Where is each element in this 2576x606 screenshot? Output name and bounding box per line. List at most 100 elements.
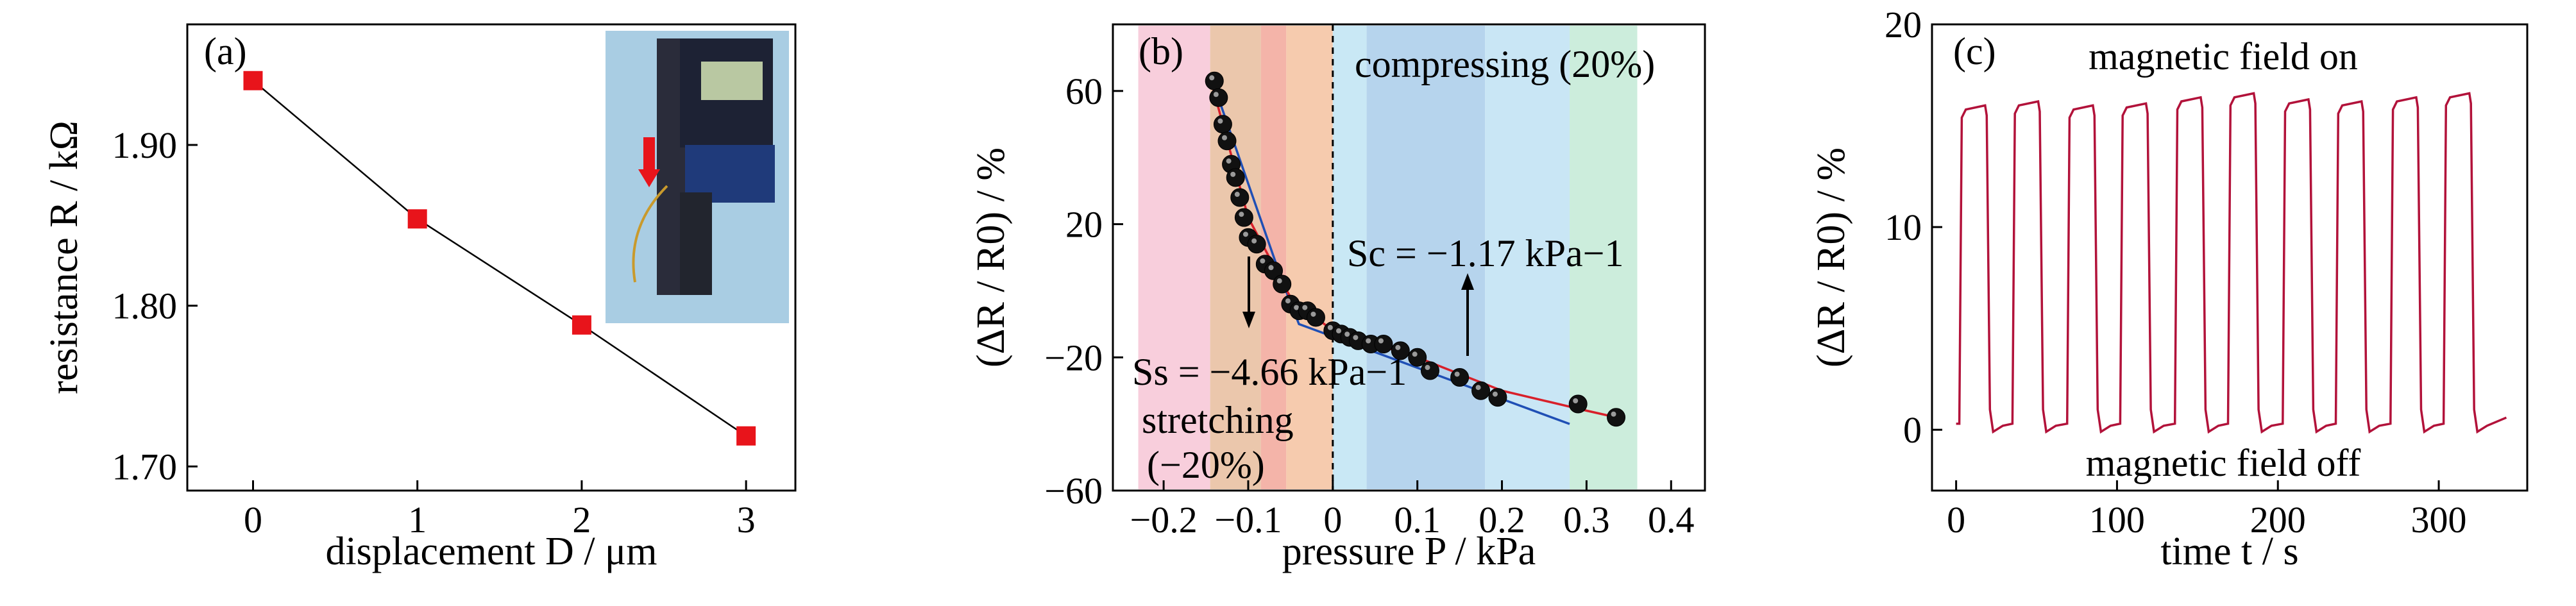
data-point-highlight: [1276, 278, 1282, 284]
panel-c: (c) magnetic field on magnetic field off 0 1…: [1809, 4, 2529, 573]
data-point: [1568, 394, 1588, 414]
inset-photo: [606, 31, 789, 323]
y-tick-label: 20: [1065, 204, 1103, 246]
up-arrow-head: [1461, 273, 1474, 290]
data-point-highlight: [1412, 351, 1418, 357]
data-point-highlight: [1242, 231, 1248, 237]
stretching-label: stretching: [1142, 399, 1294, 441]
x-tick-label: 0: [1323, 499, 1342, 541]
data-point: [1247, 235, 1266, 254]
data-point: [736, 426, 756, 446]
data-point-highlight: [1353, 335, 1359, 341]
y-axis-label: (ΔR / R0) / %: [969, 147, 1013, 367]
series-line: [252, 80, 747, 437]
shaded-band: [1366, 26, 1486, 489]
y-tick-label: 1.80: [112, 285, 178, 327]
data-point: [1226, 168, 1245, 187]
shaded-band: [1286, 26, 1333, 489]
data-point-highlight: [1239, 212, 1244, 217]
shaded-band: [1138, 26, 1210, 489]
data-point-highlight: [1230, 171, 1236, 177]
data-point: [243, 71, 263, 90]
data-point-highlight: [1213, 92, 1219, 97]
x-tick-label: 300: [2411, 499, 2467, 541]
data-point-highlight: [1344, 332, 1350, 337]
shaded-band: [1485, 26, 1570, 489]
ss-label: Ss = −4.66 kPa−1: [1132, 351, 1407, 393]
data-point-highlight: [1454, 371, 1460, 377]
shaded-band: [1332, 26, 1367, 489]
data-point-highlight: [1475, 385, 1481, 391]
data-point: [1217, 131, 1237, 151]
panel-label-c: (c): [1953, 30, 1996, 72]
x-axis-label: time t / s: [2160, 530, 2298, 573]
sample-wire: [632, 185, 668, 283]
field-on-label: magnetic field on: [2089, 35, 2358, 78]
y-tick-label: 20: [1885, 4, 1922, 46]
y-tick-label: −20: [1044, 337, 1103, 378]
x-tick-label: 200: [2250, 499, 2306, 541]
x-axis-label: displacement D / μm: [325, 530, 657, 573]
x-tick-label: −0.2: [1130, 499, 1198, 541]
data-point-highlight: [1285, 298, 1291, 304]
data-point: [1273, 274, 1292, 294]
data-point: [1213, 115, 1232, 134]
data-point-highlight: [1251, 238, 1257, 244]
plot-frame-c: [1931, 23, 2529, 492]
data-point-highlight: [1226, 158, 1232, 164]
y-tick-label: 0: [1903, 409, 1922, 451]
data-point: [572, 315, 591, 335]
field-off-label: magnetic field off: [2086, 442, 2361, 484]
panel-label-b: (b): [1139, 30, 1183, 72]
y-tick-label: 1.90: [112, 124, 178, 166]
data-point-highlight: [1310, 311, 1316, 317]
panel-label-a: (a): [204, 30, 247, 72]
data-point-highlight: [1425, 365, 1430, 371]
micrometer-display: [701, 62, 763, 100]
data-point-highlight: [1260, 258, 1266, 264]
x-tick-label: 0.2: [1479, 499, 1525, 541]
data-point-highlight: [1268, 265, 1274, 271]
x-axis-label: pressure P / kPa: [1282, 530, 1536, 573]
micrometer-anvil: [680, 192, 712, 295]
data-point: [1306, 308, 1325, 327]
data-point-highlight: [1209, 75, 1215, 81]
data-point: [1408, 348, 1427, 367]
data-point: [1420, 361, 1439, 380]
data-point-highlight: [1302, 305, 1308, 310]
data-point-highlight: [1234, 192, 1240, 198]
data-point-highlight: [1366, 338, 1371, 344]
stretching-pct-label: (−20%): [1147, 444, 1265, 486]
data-point: [1607, 408, 1626, 427]
y-tick-label: 60: [1065, 71, 1103, 112]
x-tick-label: 0: [244, 499, 262, 541]
plot-frame-a: [186, 23, 797, 492]
x-tick-label: 0.4: [1648, 499, 1695, 541]
x-tick-label: 2: [572, 499, 591, 541]
data-point: [1488, 388, 1507, 407]
red-arrow-shaft: [643, 137, 655, 171]
data-point: [1450, 367, 1470, 387]
sc-label: Sc = −1.17 kPa−1: [1347, 232, 1624, 274]
x-tick-label: 1: [408, 499, 427, 541]
y-axis-label: resistance R / kΩ: [42, 121, 86, 394]
data-point-highlight: [1573, 398, 1579, 403]
data-point-highlight: [1336, 328, 1342, 333]
x-tick-label: 0: [1947, 499, 1965, 541]
plot-frame-b: [1112, 23, 1706, 492]
x-tick-label: 100: [2089, 499, 2145, 541]
data-point: [1471, 381, 1491, 400]
data-point: [1230, 188, 1250, 207]
data-point-highlight: [1327, 324, 1333, 330]
y-axis-label: (ΔR / R0) / %: [1809, 147, 1853, 367]
data-point-highlight: [1378, 338, 1384, 344]
data-point-highlight: [1217, 118, 1223, 124]
down-arrow-head: [1242, 312, 1255, 328]
x-tick-label: −0.1: [1214, 499, 1282, 541]
y-tick-label: −60: [1044, 470, 1103, 512]
y-tick-label: 10: [1885, 206, 1922, 248]
y-tick-label: 1.70: [112, 446, 178, 487]
data-point: [1234, 208, 1253, 227]
signal-line: [1956, 92, 2507, 434]
